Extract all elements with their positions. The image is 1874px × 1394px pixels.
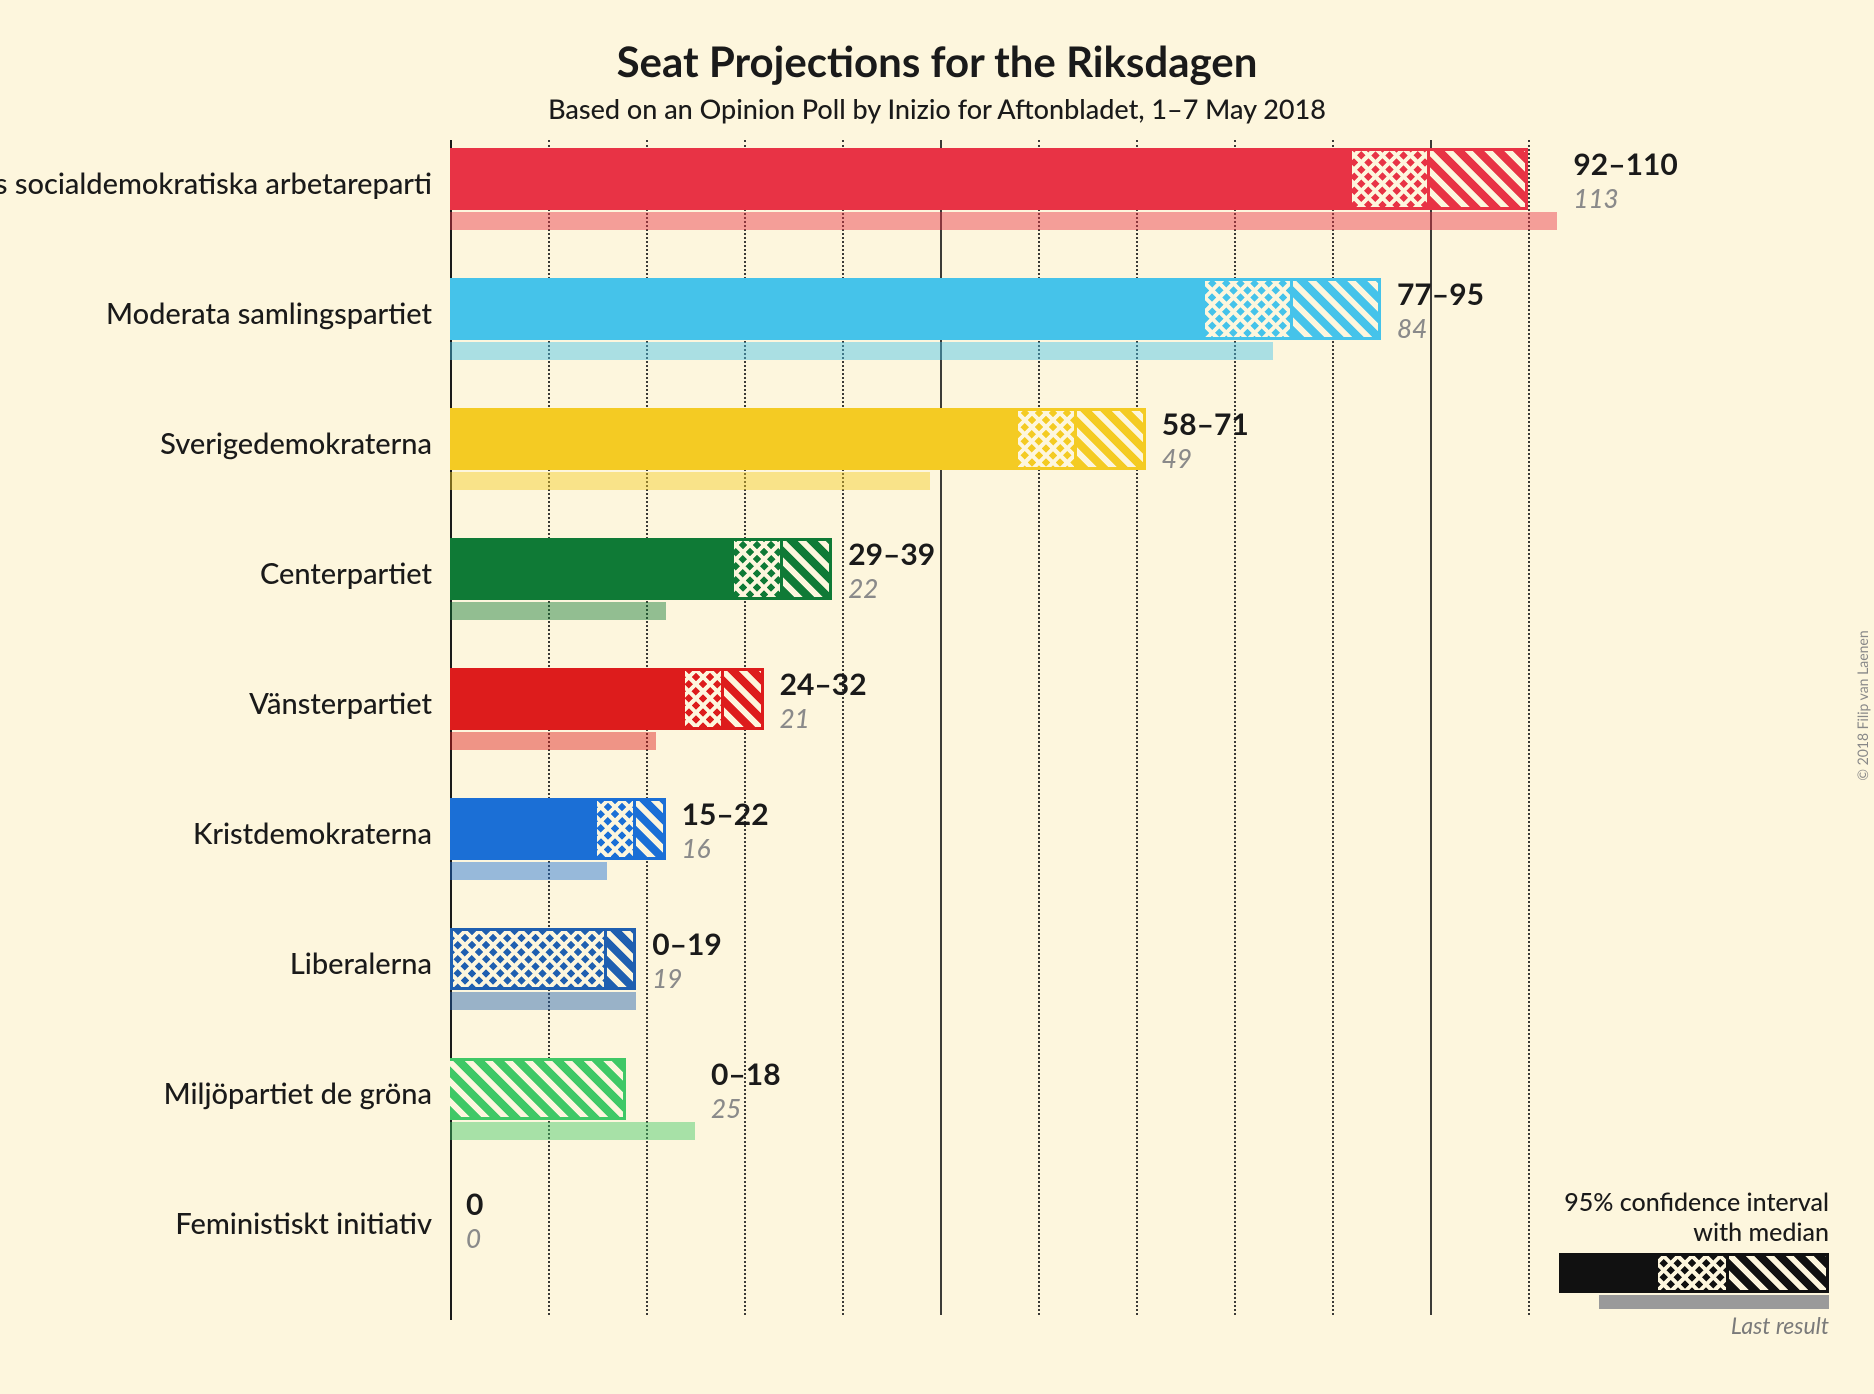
range-value-label: 0 [466,1186,483,1222]
chart-plot-area: Sveriges socialdemokratiska arbetarepart… [450,140,1730,1320]
bar-hatch-median-high [607,928,636,990]
range-value-label: 58–71 [1162,406,1249,442]
bar-hatch-low-median [685,668,724,730]
last-value-label: 49 [1162,442,1192,474]
last-result-bar [450,862,607,880]
legend-bar-hatchx [1658,1253,1729,1293]
legend: 95% confidence interval with median Last… [1559,1187,1829,1339]
last-value-label: 25 [711,1092,741,1124]
copyright-text: © 2018 Filip van Laenen [1854,630,1871,780]
party-row: Liberalerna0–1919 [450,920,1730,1050]
party-label: Sverigedemokraterna [160,426,432,461]
bar-hatch-low-median [1205,278,1293,340]
range-value-label: 15–22 [682,796,769,832]
bar-hatch-median-high [1077,408,1146,470]
bar-solid-low [450,538,734,600]
party-row: Sverigedemokraterna58–7149 [450,400,1730,530]
bar-solid-low [450,148,1352,210]
last-value-label: 113 [1573,182,1618,214]
party-row: Feministiskt initiativ00 [450,1180,1730,1310]
party-label: Feministiskt initiativ [175,1206,432,1241]
party-row: Moderata samlingspartiet77–9584 [450,270,1730,400]
last-result-bar [450,992,636,1010]
legend-last-label: Last result [1559,1311,1829,1339]
chart-title: Seat Projections for the Riksdagen [0,0,1874,86]
bar-hatch-median-high [1293,278,1381,340]
bar-solid-low [450,798,597,860]
legend-sample-bar [1559,1253,1829,1293]
last-result-bar [450,602,666,620]
range-value-label: 0–19 [652,926,722,962]
party-row: Vänsterpartiet24–3221 [450,660,1730,790]
range-value-label: 92–110 [1573,146,1677,182]
bar-hatch-low-median [1352,148,1430,210]
bar-hatch-median-high [724,668,763,730]
bar-solid-low [450,668,685,730]
party-label: Liberalerna [290,946,432,981]
bar-hatch-median-high [783,538,832,600]
bar-hatch-low-median [734,538,783,600]
projection-bar [450,278,1381,340]
last-value-label: 22 [848,572,878,604]
legend-bar-solid [1559,1253,1658,1293]
range-value-label: 0–18 [711,1056,781,1092]
party-label: Centerpartiet [260,556,432,591]
last-result-bar [450,342,1273,360]
party-label: Moderata samlingspartiet [106,296,432,331]
last-result-bar [450,472,930,490]
last-result-bar [450,212,1557,230]
last-value-label: 0 [466,1222,481,1254]
party-row: Kristdemokraterna15–2216 [450,790,1730,920]
range-value-label: 29–39 [848,536,935,572]
party-label: Vänsterpartiet [249,686,432,721]
party-row: Sveriges socialdemokratiska arbetarepart… [450,140,1730,270]
party-label: Sveriges socialdemokratiska arbetarepart… [0,166,432,201]
bar-hatch-median-high [450,1058,626,1120]
bar-hatch-low-median [450,928,607,990]
party-label: Miljöpartiet de gröna [164,1076,432,1111]
party-label: Kristdemokraterna [193,816,432,851]
party-row: Centerpartiet29–3922 [450,530,1730,660]
party-row: Miljöpartiet de gröna0–1825 [450,1050,1730,1180]
projection-bar [450,798,666,860]
last-value-label: 84 [1397,312,1427,344]
legend-ci-label-2: with median [1559,1217,1829,1247]
bar-solid-low [450,408,1018,470]
bar-hatch-median-high [1430,148,1528,210]
legend-last-bar [1599,1295,1829,1309]
last-result-bar [450,732,656,750]
projection-bar [450,408,1146,470]
bar-solid-low [450,278,1205,340]
bar-hatch-low-median [1018,408,1077,470]
projection-bar [450,148,1528,210]
legend-ci-label-1: 95% confidence interval [1559,1187,1829,1217]
chart-subtitle: Based on an Opinion Poll by Inizio for A… [0,86,1874,147]
projection-bar [450,538,832,600]
projection-bar [450,1058,626,1120]
last-result-bar [450,1122,695,1140]
range-value-label: 24–32 [780,666,867,702]
last-value-label: 19 [652,962,682,994]
last-value-label: 16 [682,832,711,864]
range-value-label: 77–95 [1397,276,1484,312]
last-value-label: 21 [780,702,810,734]
bar-hatch-median-high [636,798,665,860]
legend-bar-hatchd [1729,1253,1829,1293]
bar-hatch-low-median [597,798,636,860]
projection-bar [450,928,636,990]
projection-bar [450,668,764,730]
